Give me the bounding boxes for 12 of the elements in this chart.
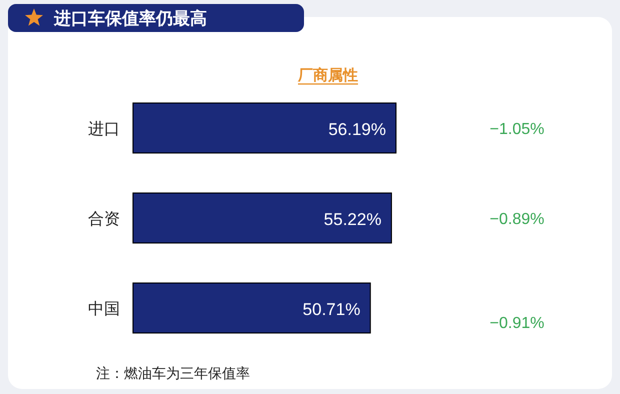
y-tick-label: 合资 (88, 210, 120, 228)
chart-title: 进口车保值率仍最高 (53, 9, 207, 28)
y-tick-label: 中国 (88, 300, 120, 318)
text: −0.89% (490, 211, 544, 228)
text: 注：燃油车为三年保值率 (96, 365, 250, 381)
data-label: 50.71% (302, 300, 360, 319)
data-label: 56.19% (328, 120, 386, 139)
data-label: 55.22% (324, 210, 382, 229)
text: −1.05% (490, 121, 544, 138)
text: −0.91% (490, 315, 544, 332)
y-tick-label: 进口 (88, 120, 120, 138)
chart-subtitle: 厂商属性 (297, 66, 358, 84)
